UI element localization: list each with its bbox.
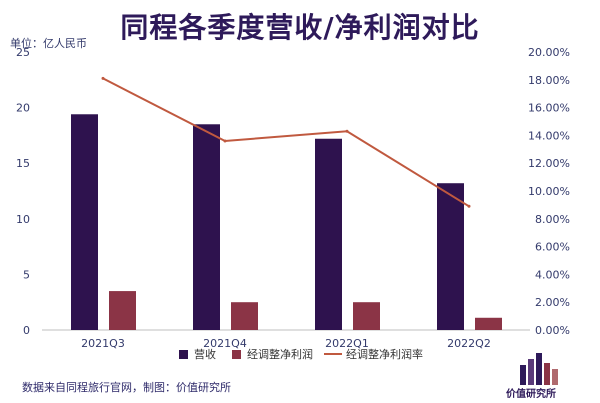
margin-point	[223, 139, 227, 143]
source-note: 数据来自同程旅行官网，制图：价值研究所	[22, 381, 231, 394]
y-right-tick-label: 6.00%	[535, 241, 570, 254]
y-right-tick-label: 14.00%	[528, 129, 570, 142]
profit-bar	[475, 317, 502, 330]
y-right-tick-label: 16.00%	[528, 102, 570, 115]
unit-label: 单位：亿人民币	[10, 37, 87, 50]
x-tick-label: 2022Q1	[325, 337, 369, 350]
legend-swatch-revenue	[179, 350, 188, 359]
y-left-tick-label: 15	[16, 157, 30, 170]
profit-bar	[353, 302, 380, 330]
x-tick-label: 2021Q4	[203, 337, 247, 350]
profit-bar	[231, 302, 258, 330]
chart-title: 同程各季度营收/净利润对比	[120, 11, 480, 44]
x-tick-label: 2022Q2	[447, 337, 491, 350]
y-left-tick-label: 25	[16, 46, 30, 59]
y-left-tick-label: 5	[23, 268, 30, 281]
revenue-bar	[193, 124, 220, 330]
margin-line	[102, 77, 470, 208]
margin-point	[101, 76, 105, 80]
y-right-tick-label: 18.00%	[528, 74, 570, 87]
legend-label-profit: 经调整净利润	[247, 347, 313, 361]
legend-label-margin: 经调整净利润率	[346, 347, 423, 361]
y-left-tick-label: 0	[23, 324, 30, 337]
revenue-bar	[71, 114, 98, 330]
margin-point	[345, 129, 349, 133]
margin-point	[467, 204, 471, 208]
logo-text: 价值研究所	[506, 389, 556, 400]
legend-label-revenue: 营收	[194, 347, 216, 361]
profit-bar	[109, 291, 136, 330]
y-left-tick-label: 10	[16, 213, 30, 226]
y-right-tick-label: 20.00%	[528, 46, 570, 59]
y-right-tick-label: 8.00%	[535, 213, 570, 226]
legend-swatch-profit	[232, 350, 241, 359]
revenue-bar	[437, 183, 464, 330]
y-right-tick-label: 12.00%	[528, 157, 570, 170]
y-right-tick-label: 4.00%	[535, 268, 570, 281]
revenue-bar	[315, 138, 342, 330]
y-right-tick-label: 10.00%	[528, 185, 570, 198]
y-right-tick-label: 0.00%	[535, 324, 570, 337]
x-tick-label: 2021Q3	[81, 337, 125, 350]
y-left-tick-label: 20	[16, 102, 30, 115]
y-right-tick-label: 2.00%	[535, 296, 570, 309]
logo-icon	[520, 353, 558, 385]
